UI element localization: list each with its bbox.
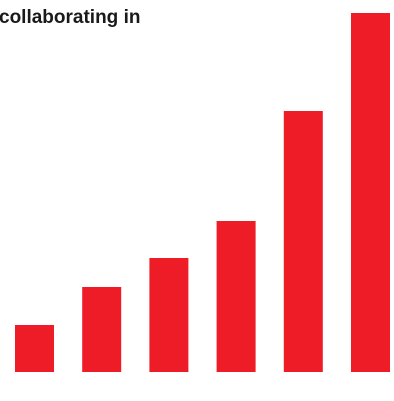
bar	[216, 221, 256, 372]
bar	[149, 258, 189, 372]
bar	[351, 13, 390, 372]
bar	[283, 111, 323, 372]
bar	[82, 287, 122, 372]
chart-title: collaborating in	[0, 7, 140, 28]
bar	[15, 325, 54, 372]
